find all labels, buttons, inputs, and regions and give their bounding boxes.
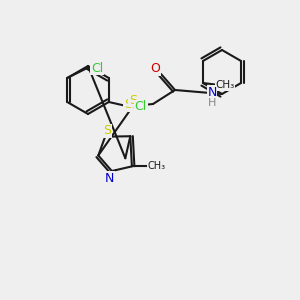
Text: S: S xyxy=(124,98,132,112)
Text: S: S xyxy=(129,94,137,106)
Text: S: S xyxy=(103,124,111,137)
Text: CH₃: CH₃ xyxy=(148,161,166,171)
Text: H: H xyxy=(208,98,216,108)
Text: Cl: Cl xyxy=(135,100,147,113)
Text: N: N xyxy=(207,85,217,98)
Text: N: N xyxy=(105,172,115,184)
Text: Cl: Cl xyxy=(91,61,103,74)
Text: O: O xyxy=(150,62,160,76)
Text: CH₃: CH₃ xyxy=(215,80,235,90)
